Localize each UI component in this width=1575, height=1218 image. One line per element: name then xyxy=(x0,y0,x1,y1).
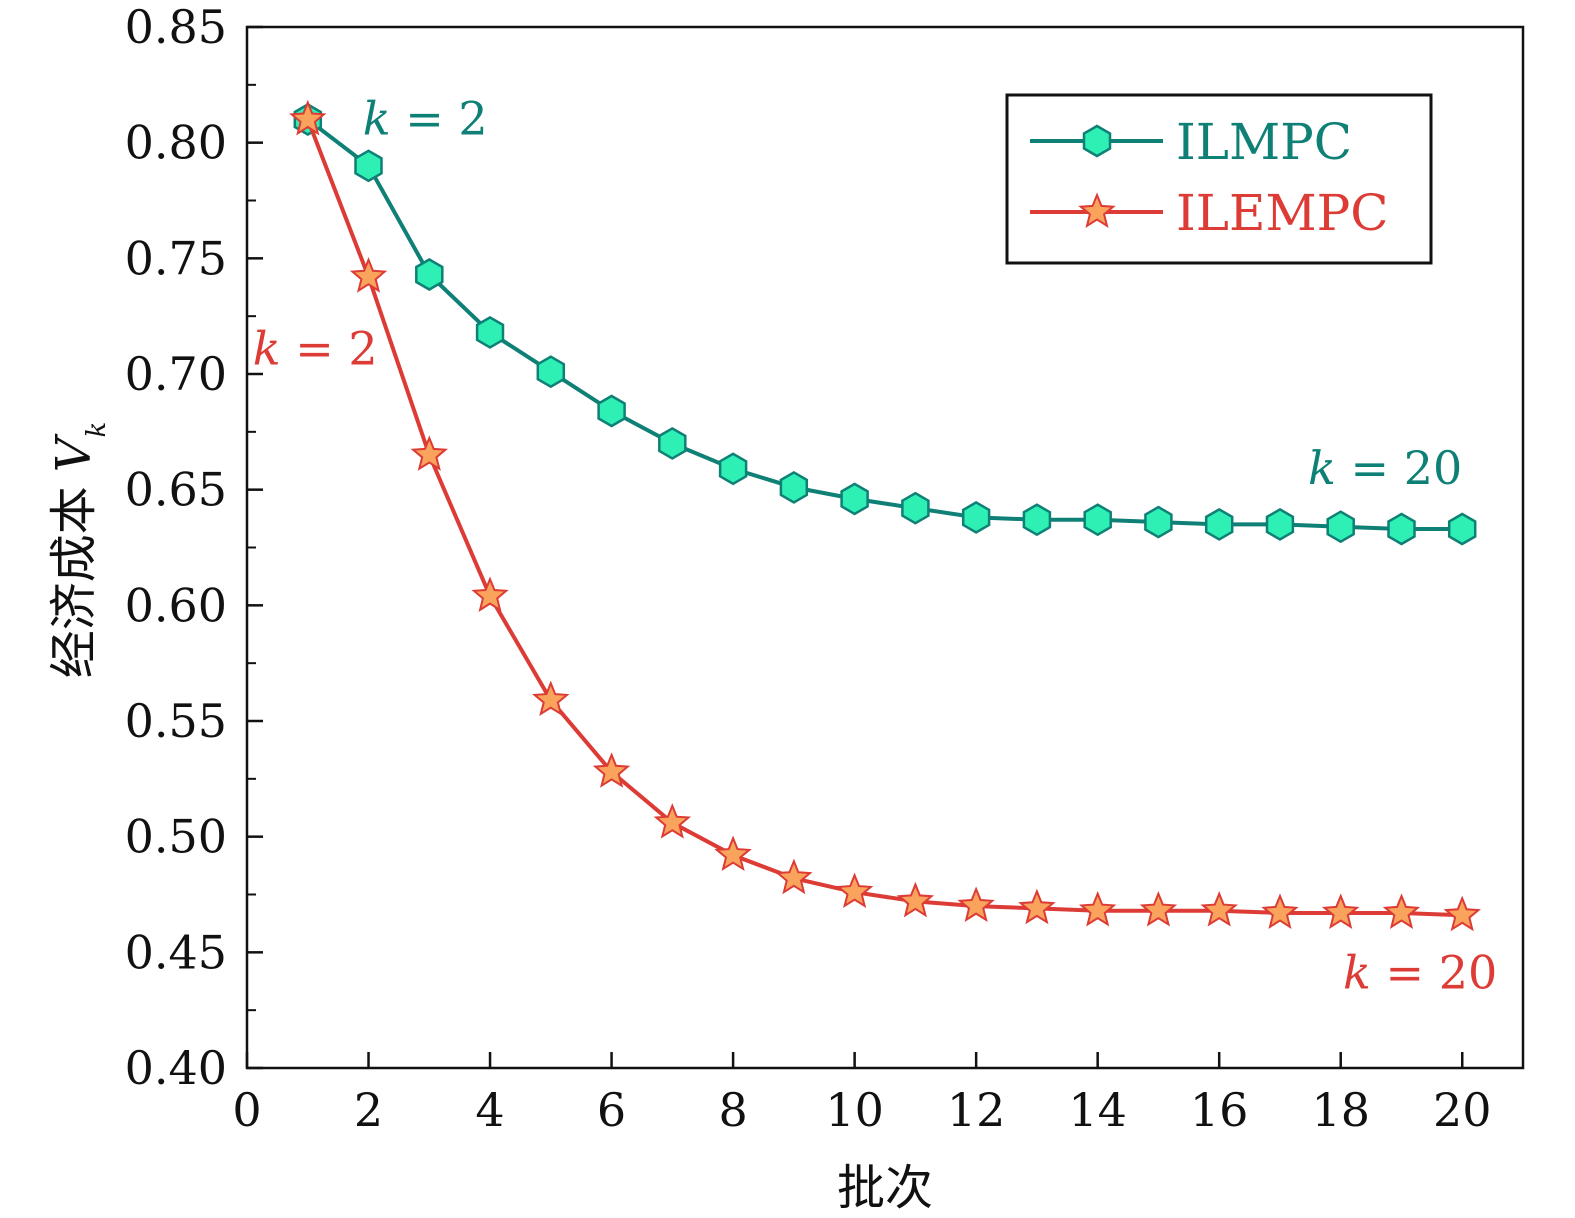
y-tick-label: 0.70 xyxy=(125,347,227,401)
y-tick-label: 0.55 xyxy=(125,694,227,748)
data-point-ilmpc xyxy=(1326,510,1355,544)
series-ilmpc xyxy=(293,103,1477,546)
data-point-ilempc xyxy=(835,872,874,909)
y-tick-label: 0.65 xyxy=(125,463,227,517)
data-point-ilmpc xyxy=(597,394,626,428)
data-point-ilempc xyxy=(1200,891,1238,927)
annotation-variable: k xyxy=(253,322,281,376)
annotation-label: k = 20 xyxy=(1343,945,1497,999)
data-point-ilmpc xyxy=(840,482,869,516)
data-point-ilempc xyxy=(471,576,509,612)
data-point-ilmpc xyxy=(415,258,444,291)
x-tick-label: 2 xyxy=(354,1083,383,1137)
y-axis-label-text: 经济成本 xyxy=(46,486,102,678)
y-axis-label: 经济成本 Vk xyxy=(46,422,112,678)
series-ilempc xyxy=(289,99,1481,932)
data-point-ilmpc xyxy=(1083,503,1112,537)
data-point-ilmpc xyxy=(536,355,566,389)
annotation-label: k = 2 xyxy=(363,92,488,146)
legend-label-ilempc: ILEMPC xyxy=(1176,184,1389,242)
data-point-ilmpc xyxy=(1265,507,1295,541)
data-point-ilempc xyxy=(1382,893,1421,929)
y-tick-label: 0.80 xyxy=(125,116,227,170)
annotation-layer: k = 2k = 20k = 2k = 20 xyxy=(253,92,1497,1000)
x-tick-label: 4 xyxy=(475,1083,504,1137)
annotation-value: = 20 xyxy=(1336,441,1462,495)
x-tick-label: 10 xyxy=(825,1083,884,1137)
y-tick-label: 0.45 xyxy=(125,925,227,979)
data-point-ilmpc xyxy=(1447,512,1477,546)
data-point-ilempc xyxy=(592,752,631,788)
data-point-ilmpc xyxy=(1204,507,1234,541)
y-tick-label: 0.75 xyxy=(125,231,227,285)
legend-marker-ilmpc xyxy=(1082,124,1112,158)
annotation-label: k = 2 xyxy=(253,322,378,376)
x-tick-label: 8 xyxy=(718,1083,747,1137)
legend-marker-ilempc xyxy=(1078,192,1116,228)
annotation-variable: k xyxy=(1343,945,1371,999)
data-point-ilempc xyxy=(957,886,995,922)
data-point-ilempc xyxy=(896,881,935,918)
axes-layer: 0 2 4 6 8 10 12 14 16 18 20 0.40 0.45 0.50 0.55 0.60 0.6… xyxy=(125,0,1525,1137)
x-tick-label: 18 xyxy=(1311,1083,1370,1137)
legend-label-ilmpc: ILMPC xyxy=(1176,113,1352,171)
x-tick-label: 0 xyxy=(232,1083,261,1137)
data-point-ilempc xyxy=(1078,891,1117,927)
data-point-ilmpc xyxy=(961,500,991,534)
data-point-ilmpc xyxy=(658,426,687,460)
series-layer xyxy=(289,99,1481,932)
y-tick-label: 0.40 xyxy=(125,1041,227,1095)
x-tick-label: 20 xyxy=(1433,1083,1492,1137)
data-point-ilempc xyxy=(714,835,752,872)
data-point-ilmpc xyxy=(354,149,383,183)
y-axis-label-symbol: V xyxy=(46,433,102,472)
data-point-ilempc xyxy=(1261,893,1299,929)
y-tick-label: 0.60 xyxy=(125,578,227,632)
y-axis-label-subscript: k xyxy=(82,422,112,438)
data-point-ilempc xyxy=(1018,888,1056,925)
data-point-ilmpc xyxy=(718,452,748,486)
annotation-variable: k xyxy=(363,92,391,146)
data-point-ilmpc xyxy=(1144,505,1173,539)
x-tick-label: 6 xyxy=(597,1083,626,1137)
data-point-ilempc xyxy=(349,257,388,293)
annotation-variable: k xyxy=(1308,441,1336,495)
data-point-ilmpc xyxy=(1022,503,1052,537)
x-tick-label: 12 xyxy=(947,1083,1006,1137)
x-tick-label: 14 xyxy=(1068,1083,1127,1137)
annotation-label: k = 20 xyxy=(1308,441,1462,495)
data-point-ilmpc xyxy=(1387,512,1416,546)
data-point-ilempc xyxy=(410,435,449,471)
data-point-ilempc xyxy=(1321,893,1360,929)
x-axis-label: 批次 xyxy=(837,1160,933,1216)
data-point-ilempc xyxy=(775,858,813,895)
x-tick-label: 16 xyxy=(1190,1083,1249,1137)
annotation-value: = 20 xyxy=(1371,945,1497,999)
annotation-value: = 2 xyxy=(391,92,488,146)
data-point-ilempc xyxy=(1139,891,1178,927)
legend-box xyxy=(1005,93,1433,265)
data-point-ilmpc xyxy=(779,470,809,504)
data-point-ilempc xyxy=(1443,895,1481,932)
annotation-value: = 2 xyxy=(281,322,378,376)
data-point-ilempc xyxy=(653,803,692,839)
data-point-ilempc xyxy=(289,99,327,136)
legend: ILMPC ILEMPC xyxy=(1005,93,1433,265)
y-tick-label: 0.85 xyxy=(125,0,227,54)
data-point-ilempc xyxy=(532,680,570,717)
y-tick-label: 0.50 xyxy=(125,810,227,864)
data-point-ilmpc xyxy=(475,315,505,349)
data-point-ilmpc xyxy=(901,491,930,525)
